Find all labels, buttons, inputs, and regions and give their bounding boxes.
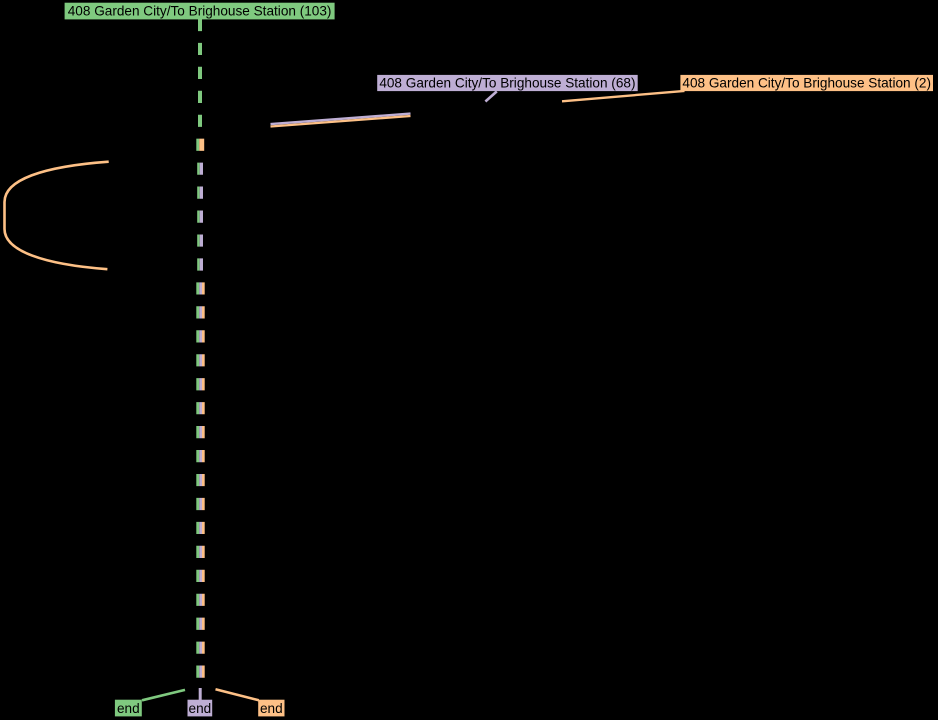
- svg-text:end: end: [260, 701, 283, 716]
- svg-text:end: end: [189, 701, 212, 716]
- svg-text:408 Garden City/To Brighouse S: 408 Garden City/To Brighouse Station (2): [682, 76, 931, 91]
- svg-text:408 Garden City/To Brighouse S: 408 Garden City/To Brighouse Station (10…: [68, 4, 332, 19]
- svg-text:408 Garden City/To Brighouse S: 408 Garden City/To Brighouse Station (68…: [379, 76, 635, 91]
- svg-text:end: end: [117, 701, 140, 716]
